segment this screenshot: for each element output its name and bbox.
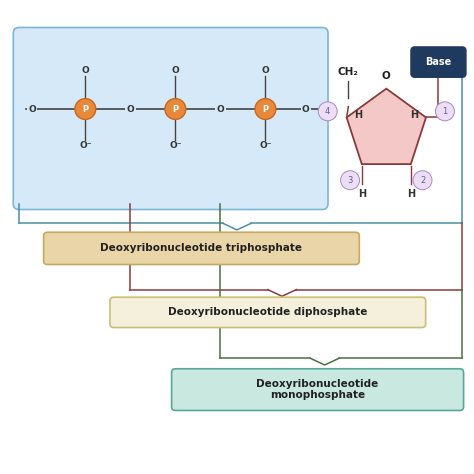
Text: O: O: [382, 71, 391, 81]
FancyBboxPatch shape: [13, 27, 328, 210]
Text: P: P: [263, 105, 268, 113]
Text: O⁻: O⁻: [169, 142, 182, 150]
Text: O: O: [28, 105, 36, 113]
Text: P: P: [82, 105, 88, 113]
Circle shape: [255, 99, 276, 119]
Circle shape: [413, 171, 432, 190]
Text: O: O: [302, 105, 310, 113]
Text: O: O: [262, 66, 269, 74]
Circle shape: [341, 171, 360, 190]
Text: H: H: [437, 109, 445, 119]
Text: H: H: [410, 109, 418, 119]
FancyBboxPatch shape: [411, 47, 466, 77]
Text: O: O: [127, 105, 134, 113]
Text: P: P: [173, 105, 178, 113]
Text: CH₂: CH₂: [338, 67, 359, 77]
Text: O⁻: O⁻: [259, 142, 272, 150]
Text: Deoxyribonucleotide
monophosphate: Deoxyribonucleotide monophosphate: [256, 379, 379, 401]
Text: Deoxyribonucleotide diphosphate: Deoxyribonucleotide diphosphate: [168, 307, 367, 318]
Circle shape: [75, 99, 96, 119]
Polygon shape: [346, 89, 426, 164]
FancyBboxPatch shape: [110, 297, 426, 328]
FancyBboxPatch shape: [172, 369, 464, 410]
Text: 4: 4: [325, 107, 330, 116]
Text: H: H: [407, 189, 415, 199]
Text: O: O: [82, 66, 89, 74]
Text: 2: 2: [420, 176, 425, 185]
Text: H: H: [328, 109, 336, 119]
Text: Deoxyribonucleotide triphosphate: Deoxyribonucleotide triphosphate: [100, 243, 302, 254]
Circle shape: [436, 102, 455, 121]
Text: Base: Base: [425, 57, 452, 67]
Text: O: O: [217, 105, 224, 113]
Text: O⁻: O⁻: [79, 142, 91, 150]
Text: H: H: [355, 109, 363, 119]
Text: 3: 3: [347, 176, 353, 185]
Circle shape: [318, 102, 337, 121]
Text: O: O: [172, 66, 179, 74]
Text: H: H: [358, 189, 366, 199]
Circle shape: [165, 99, 186, 119]
Text: 1: 1: [442, 107, 447, 116]
FancyBboxPatch shape: [44, 232, 359, 264]
